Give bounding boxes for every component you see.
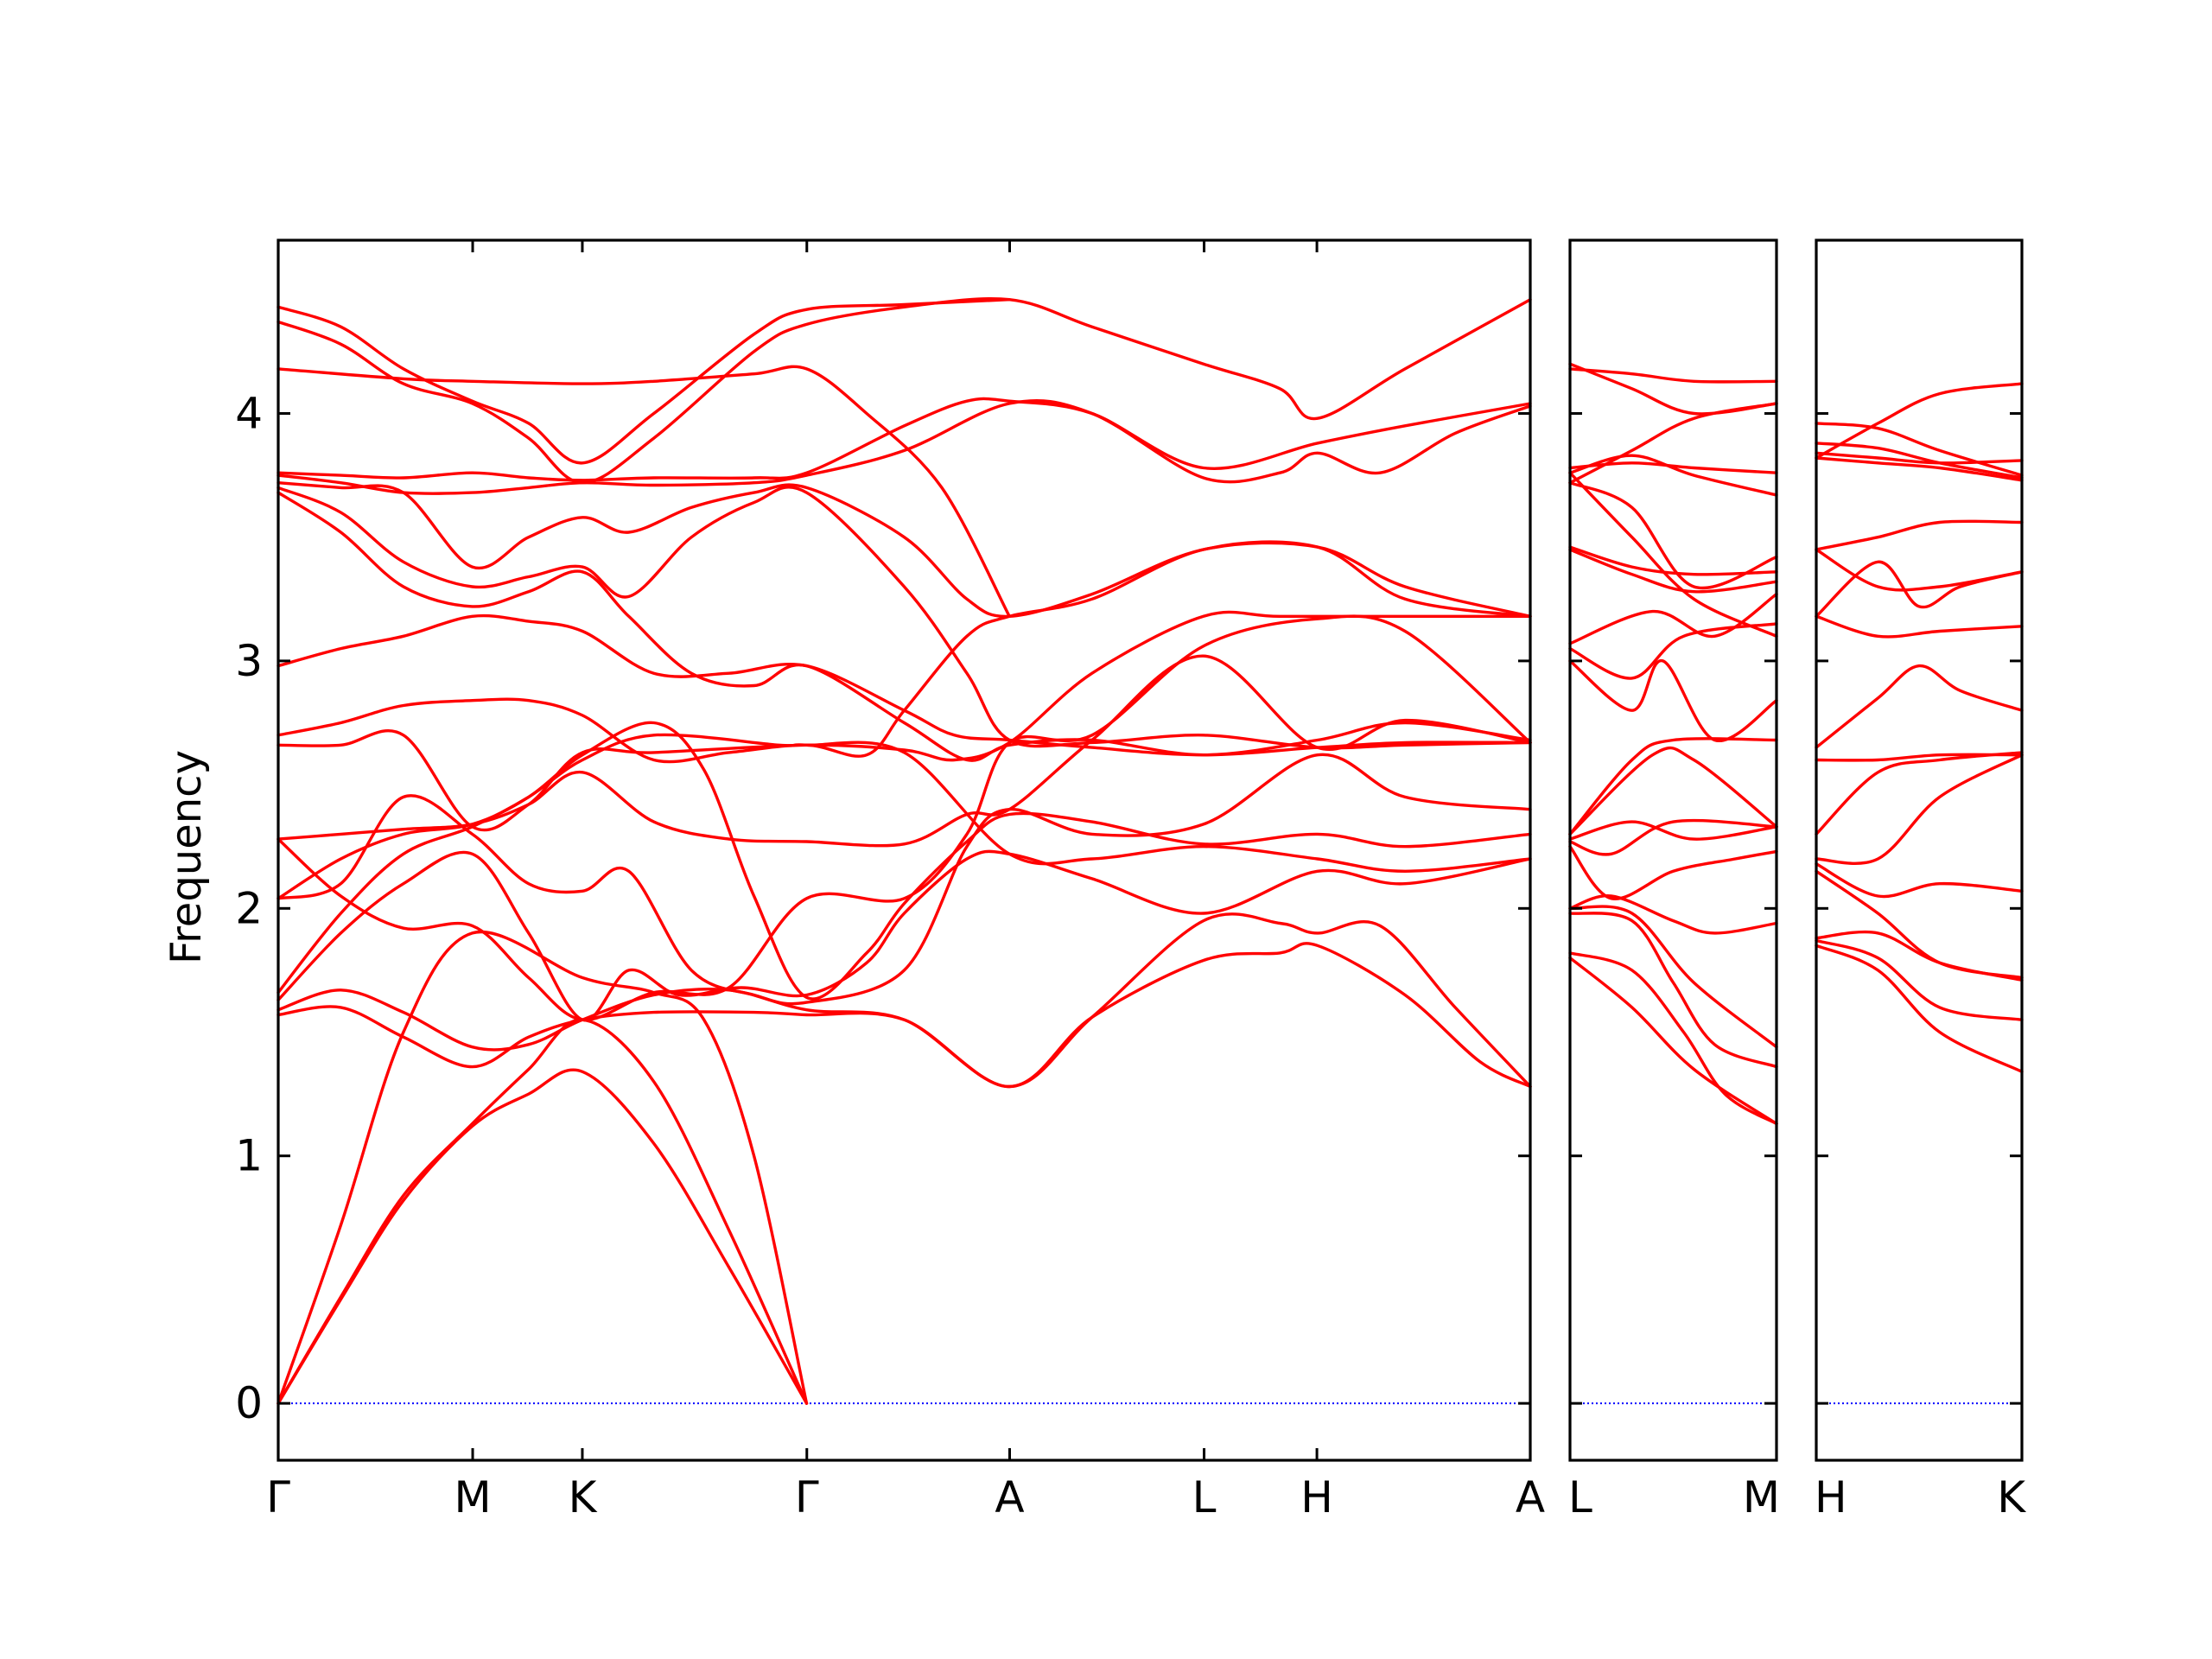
band-10 <box>276 654 1532 848</box>
k-point-label: H <box>1300 1472 1333 1522</box>
band-7 <box>276 733 1532 995</box>
k-point-label: H <box>1815 1472 1847 1522</box>
band-8 <box>1568 820 1778 841</box>
k-point-label: A <box>995 1472 1024 1522</box>
band-7 <box>1568 818 1778 856</box>
band-20 <box>1568 367 1778 384</box>
y-tick-label: 0 <box>235 1378 263 1428</box>
panel-1: 0 1 2 3 4 Γ M K Γ A L H A <box>235 238 1545 1522</box>
band-17 <box>276 481 1532 619</box>
band-2 <box>1815 938 2024 1021</box>
band-17 <box>1568 471 1778 638</box>
band-10 <box>1568 737 1778 836</box>
band-1 <box>276 1068 809 1405</box>
band-5 <box>1568 894 1778 935</box>
y-tick-label: 4 <box>235 388 263 438</box>
y-axis-label: Frequency <box>162 750 211 964</box>
band-4 <box>1568 905 1778 1049</box>
k-point-label: K <box>1997 1472 2026 1522</box>
band-1 <box>1568 956 1778 1126</box>
band-13 <box>1568 592 1778 645</box>
band-21 <box>276 296 1532 485</box>
band-22 <box>276 298 1011 465</box>
band-22 <box>1568 402 1778 485</box>
panel-frame <box>1815 238 2024 1462</box>
k-point-label: M <box>1743 1472 1780 1522</box>
band-15 <box>276 491 1532 762</box>
band-1 <box>1815 944 2024 1073</box>
band-4 <box>1815 869 2024 980</box>
band-8 <box>1815 753 2024 762</box>
band-5 <box>1815 862 2024 899</box>
band-2 <box>1568 951 1778 1126</box>
k-point-label: A <box>1516 1472 1545 1522</box>
band-18 <box>1815 382 2024 460</box>
band-18 <box>1568 454 1778 497</box>
band-19 <box>1568 461 1778 474</box>
band-9 <box>1815 664 2024 749</box>
k-point-label: K <box>569 1472 598 1522</box>
panel-frame <box>1568 238 1778 1462</box>
y-tick-label: 3 <box>235 636 263 686</box>
band-14 <box>1568 548 1778 594</box>
band-2 <box>276 1018 809 1405</box>
band-17 <box>1815 422 2024 477</box>
band-14 <box>1815 456 2024 482</box>
band-6 <box>276 849 1532 1022</box>
k-point-label: L <box>1192 1472 1217 1522</box>
k-point-label: Γ <box>266 1472 290 1522</box>
band-19 <box>276 397 1532 482</box>
band-7 <box>1815 751 2024 836</box>
band-10 <box>1815 614 2024 639</box>
band-12 <box>1815 519 2024 551</box>
k-point-label: Γ <box>795 1472 819 1522</box>
y-tick-label: 2 <box>235 883 263 933</box>
band-14 <box>276 613 1532 757</box>
band-18 <box>276 398 1532 495</box>
band-13 <box>1815 548 2024 592</box>
band-16 <box>276 486 1532 750</box>
panel-frame <box>276 238 1532 1462</box>
band-12 <box>276 610 1532 832</box>
y-tick-label: 1 <box>235 1131 263 1181</box>
band-20 <box>276 365 1011 618</box>
band-16 <box>1568 481 1778 590</box>
band-13 <box>276 540 1532 764</box>
band-11 <box>1568 659 1778 742</box>
k-point-label: M <box>454 1472 491 1522</box>
band-5 <box>276 912 1532 1089</box>
band-3 <box>1568 912 1778 1069</box>
band-11 <box>276 614 1532 1021</box>
band-6 <box>1568 845 1778 900</box>
band-9 <box>1568 746 1778 836</box>
band-15 <box>1815 451 2024 465</box>
band-3 <box>276 930 809 1405</box>
k-point-label: L <box>1568 1472 1592 1522</box>
band-9 <box>276 753 1532 1006</box>
band-16 <box>1815 442 2024 480</box>
band-6 <box>1815 753 2024 866</box>
band-4 <box>276 942 1532 1089</box>
